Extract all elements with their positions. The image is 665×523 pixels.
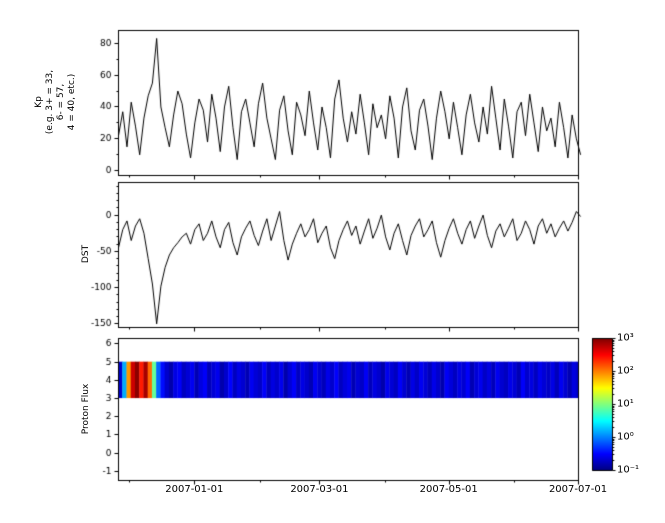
x-tick-label: 2007-01-01	[165, 484, 224, 495]
x-tick-label: 2007-03-01	[290, 484, 349, 495]
proton-flux-axis-label: Proton Flux	[81, 383, 91, 435]
colorbar-tick-label: 10³	[617, 332, 634, 344]
colorbar-tick-label: 10¹	[617, 398, 634, 410]
x-tick-label: 2007-07-01	[548, 484, 608, 495]
kp-axis-label-line: (e.g. 3+ = 33,	[45, 69, 55, 135]
kp-axis-label-line: 4 = 40, etc.)	[67, 73, 77, 131]
kp-axis-label: Kp (e.g. 3+ = 33, 6- = 57, 4 = 40, etc.)	[34, 57, 80, 147]
x-tick-label: 2007-05-01	[419, 484, 478, 495]
dst-axis-label: DST	[81, 244, 91, 264]
kp-axis-label-line: Kp	[34, 96, 44, 108]
colorbar-tick-label: 10⁻¹	[617, 464, 640, 476]
colorbar-tick-label: 10²	[617, 365, 634, 377]
kp-axis-label-line: 6- = 57,	[56, 83, 66, 121]
colorbar-tick-label: 10⁰	[617, 431, 634, 443]
